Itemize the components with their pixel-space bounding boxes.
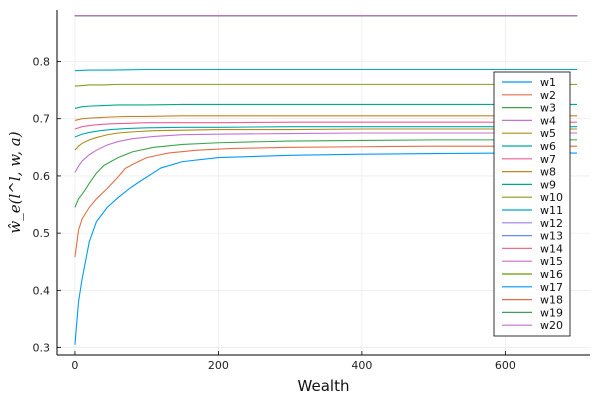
legend-label: w3 — [540, 102, 556, 115]
legend-label: w1 — [540, 76, 556, 89]
legend: w1w2w3w4w5w6w7w8w9w10w11w12w13w14w15w16w… — [493, 71, 571, 337]
y-tick-label: 0.8 — [33, 55, 51, 68]
legend-label: w18 — [540, 294, 563, 307]
y-tick-label: 0.3 — [33, 342, 51, 355]
legend-label: w15 — [540, 255, 563, 268]
y-tick-label: 0.6 — [33, 170, 51, 183]
x-ticks: 0 200 400 600 — [71, 351, 516, 372]
axes — [56, 10, 590, 356]
series-line-w8 — [74, 115, 578, 121]
legend-box — [493, 71, 571, 337]
y-axis-label: ŵ_e(l^l, w, a) — [6, 131, 24, 233]
x-tick-label: 0 — [71, 359, 78, 372]
y-tick-label: 0.7 — [33, 113, 51, 126]
legend-label: w12 — [540, 217, 563, 230]
legend-label: w7 — [540, 153, 556, 166]
x-axis-label: Wealth — [298, 377, 350, 395]
legend-label: w6 — [540, 140, 556, 153]
legend-label: w16 — [540, 268, 563, 281]
y-tick-label: 0.5 — [33, 227, 51, 240]
legend-label: w4 — [540, 114, 556, 127]
legend-label: w20 — [540, 319, 563, 332]
series-layer — [74, 15, 578, 345]
x-tick-label: 400 — [351, 359, 372, 372]
legend-label: w2 — [540, 89, 556, 102]
legend-label: w13 — [540, 230, 563, 243]
x-tick-label: 600 — [495, 359, 516, 372]
series-line-w9 — [74, 103, 578, 109]
x-tick-label: 200 — [208, 359, 229, 372]
series-line-w5 — [74, 128, 578, 151]
legend-label: w19 — [540, 306, 563, 319]
series-line-w4 — [74, 132, 578, 173]
y-ticks: 0.3 0.4 0.5 0.6 0.7 0.8 — [33, 55, 61, 355]
series-line-w10 — [74, 83, 578, 87]
legend-label: w8 — [540, 166, 556, 179]
legend-label: w17 — [540, 281, 563, 294]
legend-label: w10 — [540, 191, 563, 204]
legend-label: w11 — [540, 204, 563, 217]
legend-label: w5 — [540, 127, 556, 140]
y-tick-label: 0.4 — [33, 284, 51, 297]
series-line-w7 — [74, 121, 578, 130]
series-line-w1 — [74, 152, 578, 345]
series-line-w3 — [74, 139, 578, 208]
series-line-w6 — [74, 126, 578, 138]
series-line-w11 — [74, 68, 578, 72]
legend-label: w9 — [540, 178, 556, 191]
legend-label: w14 — [540, 242, 563, 255]
series-line-w2 — [74, 145, 578, 258]
